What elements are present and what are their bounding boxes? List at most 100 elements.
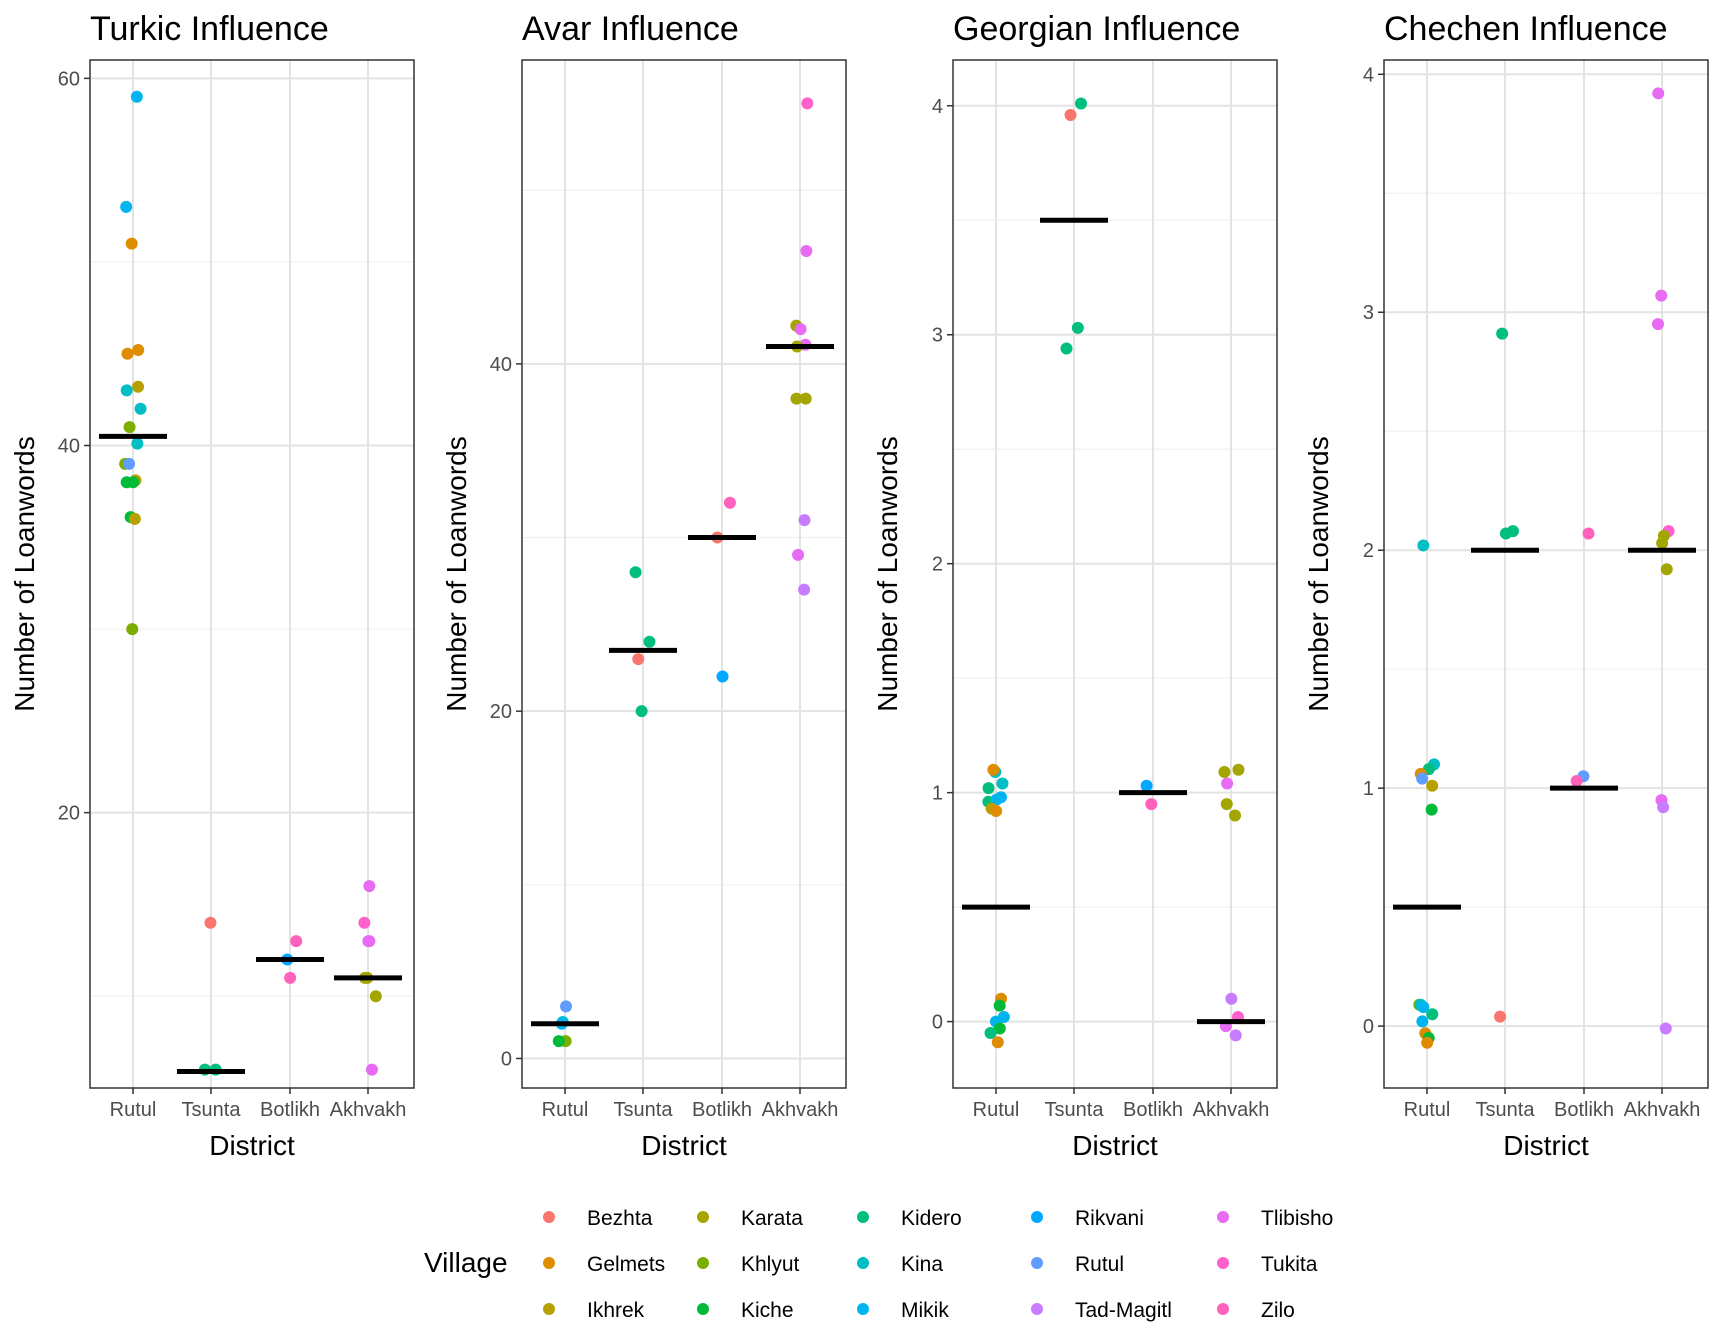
- data-point-kidero: [984, 1027, 997, 1040]
- legend-label: Kina: [901, 1253, 943, 1276]
- y-tick-label: 20: [58, 803, 80, 825]
- x-tick-label-rutul: Rutul: [1404, 1099, 1451, 1121]
- legend-swatch: [543, 1303, 555, 1315]
- x-axis-title: District: [1503, 1130, 1589, 1161]
- legend-item-bezhta: Bezhta: [543, 1207, 653, 1230]
- legend-label: Zilo: [1261, 1299, 1295, 1322]
- y-tick-label: 2: [1363, 540, 1374, 562]
- data-point-karata: [1232, 763, 1245, 776]
- data-point-tlibisho: [1655, 289, 1668, 302]
- data-point-kina: [131, 437, 144, 450]
- legend-swatch: [857, 1211, 869, 1223]
- legend-label: Bezhta: [587, 1207, 653, 1230]
- data-point-gelmets: [132, 344, 145, 357]
- data-point-tad-magitl: [1659, 1022, 1672, 1035]
- data-point-tlibisho: [363, 880, 376, 893]
- x-tick-label-botlikh: Botlikh: [1554, 1099, 1614, 1121]
- plot-border: [1383, 59, 1709, 1089]
- x-tick-label-rutul: Rutul: [973, 1099, 1020, 1121]
- facet-panel-3: 0 1 2 3 4 Rutul Tsunta Botlikh Akhvakh Georgian I…: [872, 10, 1278, 1161]
- legend-item-kidero: Kidero: [857, 1207, 962, 1230]
- y-axis-title: Number of Loanwords: [872, 436, 903, 711]
- legend-swatch: [697, 1211, 709, 1223]
- data-point-kidero: [982, 782, 995, 795]
- data-point-kidero: [643, 635, 656, 648]
- data-point-rutul: [560, 1000, 573, 1013]
- x-tick-label-akhvakh: Akhvakh: [762, 1099, 839, 1121]
- data-point-gelmets: [990, 804, 1003, 817]
- data-point-kidero: [1060, 342, 1073, 355]
- data-points: [1413, 87, 1675, 1049]
- legend-item-zilo: Zilo: [1217, 1299, 1295, 1322]
- data-point-kidero: [1426, 1008, 1439, 1021]
- plot-border: [952, 59, 1278, 1089]
- data-point-karata: [1229, 809, 1242, 822]
- data-point-rutul: [123, 457, 136, 470]
- legend-swatch: [543, 1211, 555, 1223]
- data-point-kina: [134, 402, 147, 415]
- facet-panel-4: 0 1 2 3 4 Rutul Tsunta Botlikh Akhvakh Chechen In…: [1303, 10, 1709, 1161]
- legend-swatch: [697, 1303, 709, 1315]
- data-point-kiche: [993, 999, 1006, 1012]
- data-point-zilo: [290, 935, 303, 948]
- data-point-bezhta: [1064, 108, 1077, 121]
- legend-swatch: [1031, 1257, 1043, 1269]
- y-tick-label: 40: [58, 436, 80, 458]
- data-point-zilo: [1582, 527, 1595, 540]
- y-tick-label: 40: [490, 354, 512, 376]
- y-tick-label: 1: [932, 783, 943, 805]
- x-tick-label-tsunta: Tsunta: [1045, 1099, 1105, 1121]
- data-point-gelmets: [125, 237, 138, 250]
- x-tick-label-botlikh: Botlikh: [260, 1099, 320, 1121]
- panel-title: Avar Influence: [522, 10, 739, 48]
- x-tick-label-botlikh: Botlikh: [692, 1099, 752, 1121]
- plot-background: [953, 60, 1277, 1088]
- legend-label: Mikik: [901, 1299, 949, 1322]
- y-tick-label: 1: [1363, 778, 1374, 800]
- data-point-kidero: [635, 705, 648, 718]
- data-point-mikik: [1416, 1015, 1429, 1028]
- data-point-karata: [1220, 798, 1233, 811]
- data-point-tlibisho: [365, 1063, 378, 1076]
- panel-title: Georgian Influence: [953, 10, 1240, 48]
- data-point-tlibisho: [1652, 87, 1665, 100]
- legend-item-gelmets: Gelmets: [543, 1253, 665, 1276]
- x-axis-title: District: [641, 1130, 727, 1161]
- data-point-karata: [790, 392, 803, 405]
- data-point-tad-magitl: [1229, 1029, 1242, 1042]
- x-tick-label-rutul: Rutul: [542, 1099, 589, 1121]
- y-tick-label: 0: [932, 1012, 943, 1034]
- plot-border: [89, 59, 415, 1089]
- data-point-kidero: [629, 566, 642, 579]
- legend-item-karata: Karata: [697, 1207, 803, 1230]
- data-point-kina: [1417, 539, 1430, 552]
- data-point-ikhrek: [1426, 779, 1439, 792]
- data-point-mikik: [130, 90, 143, 103]
- y-tick-label: 0: [501, 1048, 512, 1070]
- data-point-rikvani: [1140, 779, 1153, 792]
- data-point-karata: [369, 990, 382, 1003]
- data-point-tukita: [801, 97, 814, 110]
- data-point-tlibisho: [1651, 318, 1664, 331]
- data-point-rutul: [1416, 772, 1429, 785]
- legend-label: Tlibisho: [1261, 1207, 1333, 1230]
- facet-panel-2: 0 20 40 Rutul Tsunta Botlikh Akhvakh Avar Influ…: [441, 10, 847, 1161]
- data-point-kidero: [1499, 527, 1512, 540]
- y-axis-title: Number of Loanwords: [1303, 436, 1334, 711]
- x-tick-label-akhvakh: Akhvakh: [1193, 1099, 1270, 1121]
- data-point-kina: [996, 777, 1009, 790]
- legend-swatch: [1031, 1303, 1043, 1315]
- legend-item-tad-magitl: Tad-Magitl: [1031, 1299, 1172, 1322]
- legend-swatch: [857, 1303, 869, 1315]
- y-tick-label: 20: [490, 701, 512, 723]
- data-point-kiche: [120, 476, 133, 489]
- x-tick-label-rutul: Rutul: [110, 1099, 157, 1121]
- data-point-mikik: [120, 200, 133, 213]
- legend-label: Rikvani: [1075, 1207, 1144, 1230]
- data-point-karata: [1218, 766, 1231, 779]
- y-tick-label: 3: [932, 325, 943, 347]
- x-tick-label-tsunta: Tsunta: [614, 1099, 674, 1121]
- x-tick-label-tsunta: Tsunta: [182, 1099, 242, 1121]
- y-axis-title: Number of Loanwords: [9, 436, 40, 711]
